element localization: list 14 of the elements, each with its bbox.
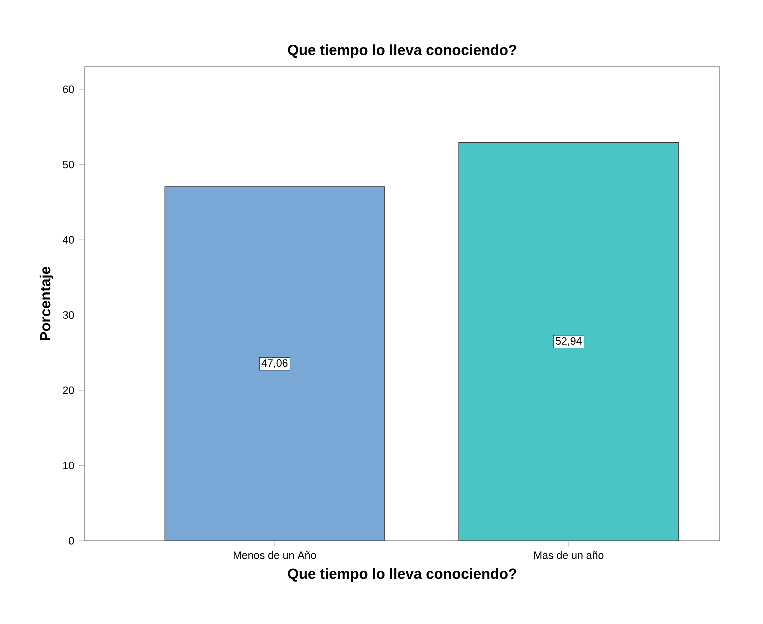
y-tick-label: 30 — [63, 312, 74, 320]
y-tick-label: 40 — [62, 236, 74, 244]
y-tick-label: 50 — [63, 161, 74, 169]
y-axis-title: Porcentaje — [40, 267, 54, 341]
x-tick-label: Menos de un Año — [234, 551, 316, 560]
y-tick-label: 60 — [63, 86, 74, 94]
chart-title: Que tiempo lo lleva conociendo? — [288, 44, 517, 58]
y-tick-label: 10 — [64, 462, 74, 470]
x-axis-title: Que tiempo lo lleva conociendo? — [288, 568, 517, 582]
data-label: 52,94 — [556, 337, 582, 346]
data-label: 47,06 — [262, 360, 288, 368]
y-tick-label: 0 — [69, 537, 74, 545]
y-tick-label: 20 — [63, 386, 74, 394]
x-tick-label: Mas de un año — [534, 551, 604, 560]
